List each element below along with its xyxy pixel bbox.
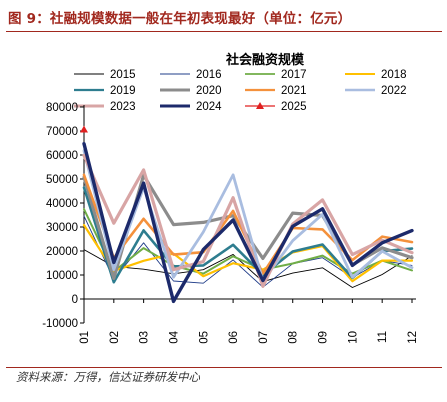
legend-label: 2018 (381, 69, 407, 81)
x-tick-label: 02 (109, 331, 121, 344)
x-tick-label: 10 (347, 331, 359, 344)
series-2023-line (82, 153, 414, 288)
legend-item-2016: 2016 (160, 69, 222, 81)
x-tick-label: 03 (139, 331, 151, 344)
source-rule (6, 367, 442, 368)
legend-item-2023: 2023 (74, 101, 136, 113)
y-tick-label: 0 (72, 294, 78, 306)
legend-label: 2023 (110, 101, 136, 113)
legend-item-2019: 2019 (74, 85, 136, 97)
y-tick-label: 10000 (46, 270, 78, 282)
series-2025-marker (80, 125, 88, 133)
y-tick-label: 30000 (46, 222, 78, 234)
x-tick-label: 09 (318, 331, 330, 344)
x-tick-label: 06 (228, 331, 240, 344)
legend-label: 2016 (196, 69, 222, 81)
x-tick-label: 11 (377, 331, 389, 343)
x-tick-label: 07 (258, 331, 270, 344)
legend-label: 2015 (110, 69, 136, 81)
x-tick-label: 04 (168, 330, 180, 343)
y-tick-label: 20000 (46, 246, 78, 258)
legend-item-2018: 2018 (345, 69, 407, 81)
legend-item-2024: 2024 (160, 101, 222, 113)
legend-label: 2019 (110, 85, 136, 97)
series-2015-line (83, 249, 413, 288)
figure-title: 图 9：社融规模数据一般在年初表现最好（单位：亿元） (8, 11, 352, 27)
y-tick-label: 80000 (46, 102, 78, 114)
y-axis: -10000 0 10000 20000 30000 40000 50000 60000 700… (42, 102, 85, 330)
legend: 2015 2016 2017 2018 2019 2020 2021 2022 2023 2024… (74, 69, 407, 113)
legend-label: 2022 (381, 85, 407, 97)
legend-item-2015: 2015 (74, 69, 136, 81)
source-note: 资料来源：万得，信达证券研发中心 (16, 370, 200, 384)
y-tick-label: 50000 (46, 174, 78, 186)
y-tick-label: 40000 (46, 198, 78, 210)
series-2018-line (82, 224, 414, 283)
title-rule (6, 31, 442, 32)
x-tick-label: 01 (79, 331, 91, 344)
legend-item-2021: 2021 (245, 85, 307, 97)
legend-marker (256, 102, 264, 109)
x-tick-label: 12 (407, 331, 419, 344)
y-tick-label: 70000 (46, 126, 78, 138)
legend-item-2022: 2022 (345, 85, 407, 97)
legend-item-2025: 2025 (245, 101, 307, 113)
legend-label: 2020 (196, 85, 222, 97)
x-tick-label: 08 (288, 331, 300, 344)
chart-title: 社会融资规模 (225, 52, 305, 67)
series-2024-line (82, 141, 414, 304)
legend-label: 2025 (281, 101, 307, 113)
series-lines (80, 125, 414, 304)
legend-label: 2017 (281, 69, 307, 81)
legend-label: 2024 (196, 101, 222, 113)
legend-label: 2021 (281, 85, 307, 97)
y-tick-label: 60000 (46, 150, 78, 162)
x-tick-label: 05 (198, 331, 210, 344)
y-tick-label: -10000 (42, 318, 78, 330)
legend-item-2020: 2020 (160, 85, 222, 97)
legend-item-2017: 2017 (245, 69, 307, 81)
x-axis: 01 02 03 04 05 06 07 08 09 10 11 12 (79, 298, 419, 344)
